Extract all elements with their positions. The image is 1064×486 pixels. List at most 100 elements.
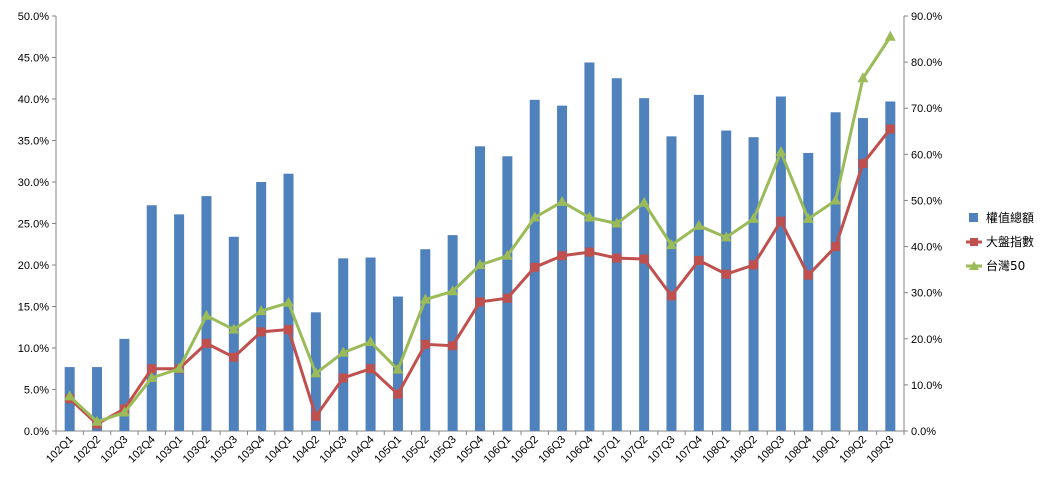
left-tick-label: 20.0% <box>18 260 49 272</box>
line-point <box>256 327 266 337</box>
bar <box>92 367 103 431</box>
legend-label: 權值總額 <box>986 210 1034 225</box>
left-tick-label: 45.0% <box>18 53 49 65</box>
bar <box>885 101 896 432</box>
line-point <box>639 254 649 264</box>
line-point <box>284 325 294 335</box>
bar <box>174 214 185 431</box>
line-point <box>173 362 185 373</box>
line-point <box>91 415 103 426</box>
line-point <box>475 297 485 307</box>
line-point <box>338 373 348 383</box>
left-tick-label: 30.0% <box>18 177 49 189</box>
bar <box>119 338 130 431</box>
line-point <box>366 364 376 374</box>
line-point <box>556 195 568 206</box>
bar <box>557 105 568 431</box>
legend-marker <box>970 238 978 246</box>
legend-marker <box>969 261 979 270</box>
bar <box>857 118 868 431</box>
line-point <box>748 212 760 223</box>
line-point <box>501 249 513 260</box>
line-point <box>802 212 814 223</box>
line-point <box>803 270 813 280</box>
line-point <box>831 242 841 252</box>
bar <box>775 96 786 431</box>
bar <box>666 136 677 431</box>
bar <box>475 146 485 431</box>
line-point <box>311 411 321 421</box>
left-tick-label: 10.0% <box>18 343 49 355</box>
left-tick-label: 25.0% <box>18 219 49 231</box>
line-point <box>666 291 676 301</box>
left-tick-label: 50.0% <box>18 11 49 23</box>
line-point <box>310 367 322 378</box>
bar <box>748 137 759 431</box>
line-point <box>584 247 594 257</box>
line-point <box>365 336 377 347</box>
line-point <box>229 352 239 362</box>
bar <box>502 156 513 431</box>
line-point <box>857 72 869 83</box>
line-point <box>749 260 759 270</box>
line-point <box>529 211 541 222</box>
left-tick-label: 15.0% <box>18 302 49 314</box>
line-point <box>885 124 895 134</box>
line-point <box>721 269 731 279</box>
bar <box>584 62 595 431</box>
right-tick-label: 10.0% <box>911 380 942 392</box>
left-tick-label: 0.0% <box>24 426 49 438</box>
left-tick-label: 5.0% <box>24 385 49 397</box>
bar <box>338 258 349 431</box>
bar <box>639 98 650 432</box>
right-y-axis: 0.0% 10.0% 20.0% 30.0% 40.0% 50.0% 60.0% 70.0% 8… <box>904 11 942 438</box>
legend-item: 台灣50 <box>966 258 1025 273</box>
left-y-axis: 0.0% 5.0% 10.0% 15.0% 20.0% 25.0% 30.0% 35.0% 40… <box>18 11 56 438</box>
line-point <box>337 346 349 357</box>
line-point <box>146 371 158 382</box>
line-point <box>884 30 896 41</box>
line-point <box>611 217 623 228</box>
bar <box>830 112 841 431</box>
line-point <box>474 259 486 269</box>
line-point <box>694 255 704 265</box>
line-point <box>502 293 512 303</box>
line-point <box>420 339 430 349</box>
bar <box>803 152 814 431</box>
line-point <box>776 216 786 226</box>
line-point <box>448 341 458 351</box>
line-point <box>283 296 295 307</box>
legend-label: 大盤指數 <box>986 234 1034 249</box>
legend-item: 權值總額 <box>969 210 1034 225</box>
bar <box>228 236 239 431</box>
line-point <box>693 219 705 230</box>
line-point <box>665 239 677 250</box>
bar <box>447 235 458 431</box>
line-point <box>720 231 732 242</box>
line-point <box>64 390 76 401</box>
bar <box>146 205 157 431</box>
line-point <box>557 251 567 261</box>
right-tick-label: 0.0% <box>911 426 936 438</box>
line-point <box>200 309 212 320</box>
legend-item: 大盤指數 <box>966 234 1034 249</box>
left-tick-label: 40.0% <box>18 94 49 106</box>
line-point <box>419 293 431 304</box>
line-point <box>775 146 787 157</box>
right-tick-label: 50.0% <box>911 195 942 207</box>
line-point <box>447 285 459 296</box>
legend-swatch <box>969 213 978 222</box>
line-point <box>858 159 868 169</box>
line-point <box>638 196 650 207</box>
legend-label: 台灣50 <box>986 258 1025 273</box>
right-tick-label: 90.0% <box>911 11 942 23</box>
line-point <box>201 338 211 348</box>
line-point <box>255 305 267 316</box>
right-tick-label: 80.0% <box>911 57 942 69</box>
line-series <box>64 30 896 426</box>
line-point <box>830 194 842 205</box>
right-tick-label: 40.0% <box>911 242 942 254</box>
